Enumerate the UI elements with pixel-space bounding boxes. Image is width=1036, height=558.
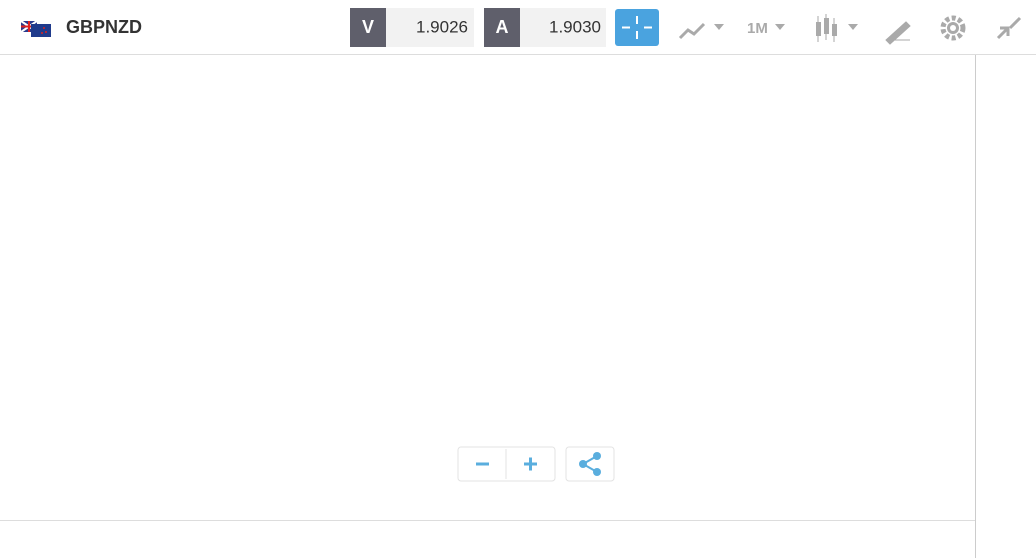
- symbol: GBPNZD: [66, 17, 142, 37]
- interval-arrow: [775, 24, 785, 30]
- settings-button[interactable]: [940, 15, 966, 41]
- draw-button[interactable]: [885, 21, 911, 45]
- zoom-controls: [457, 446, 615, 482]
- bid-tag-box[interactable]: [350, 8, 386, 47]
- collapse-button[interactable]: [996, 16, 1022, 40]
- zoom-in[interactable]: [524, 457, 537, 471]
- ask-tag: A: [496, 17, 509, 37]
- share[interactable]: [579, 452, 601, 476]
- bid-price: 1.9026: [416, 17, 468, 36]
- flag: [20, 20, 51, 37]
- bid-box[interactable]: [386, 8, 474, 47]
- chart-type-button[interactable]: [678, 22, 724, 40]
- interval[interactable]: 1M: [747, 20, 768, 37]
- ask-price: 1.9030: [549, 17, 601, 36]
- ask-tag-box[interactable]: [484, 8, 520, 47]
- crosshair-icon: [622, 16, 652, 39]
- crosshair-button[interactable]: [615, 9, 659, 46]
- ask-box[interactable]: [520, 8, 606, 47]
- candle-button[interactable]: [816, 14, 858, 42]
- bid-tag: V: [362, 17, 374, 37]
